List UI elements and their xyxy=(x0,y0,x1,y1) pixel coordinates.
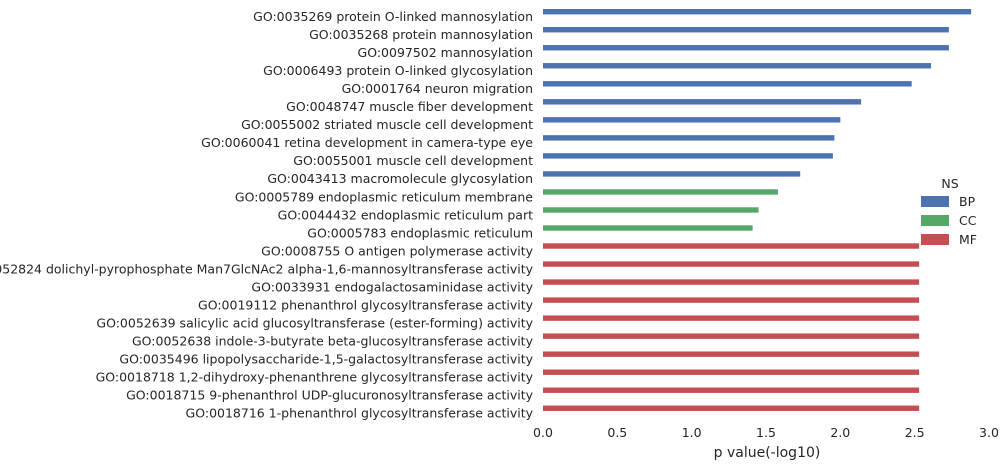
category-label: GO:0097502 mannosylation xyxy=(358,45,533,60)
bar-mf xyxy=(543,405,920,411)
legend-label: BP xyxy=(959,194,976,209)
category-label: GO:0055001 muscle cell development xyxy=(293,153,533,168)
legend-title: NS xyxy=(941,176,958,191)
bar-bp xyxy=(543,27,949,33)
bar-mf xyxy=(543,315,920,321)
x-tick-label: 1.5 xyxy=(756,425,776,440)
bar-cc xyxy=(543,225,753,231)
x-axis-label: p value(-log10) xyxy=(714,445,821,461)
bar-mf xyxy=(543,243,920,249)
bar-mf xyxy=(543,261,920,267)
category-labels: GO:0035269 protein O-linked mannosylatio… xyxy=(0,9,534,421)
bar-mf xyxy=(543,369,920,375)
category-label: GO:0019112 phenanthrol glycosyltransfera… xyxy=(198,297,534,312)
bar-bp xyxy=(543,63,932,69)
legend-swatch-cc xyxy=(921,215,949,226)
category-label: GO:0048747 muscle fiber development xyxy=(286,99,533,114)
bar-bp xyxy=(543,45,949,51)
category-label: GO:0055002 striated muscle cell developm… xyxy=(241,117,533,132)
bar-bp xyxy=(543,99,862,105)
x-tick-label: 1.0 xyxy=(682,425,702,440)
bar-bp xyxy=(543,81,912,87)
legend-swatch-bp xyxy=(921,196,949,207)
category-label: GO:0005789 endoplasmic reticulum membran… xyxy=(235,189,533,204)
category-label: GO:0052639 salicylic acid glucosyltransf… xyxy=(96,315,533,330)
x-tick-label: 0.5 xyxy=(607,425,627,440)
category-label: GO:0018718 1,2-dihydroxy-phenanthrene gl… xyxy=(96,370,534,385)
category-label: GO:0005783 endoplasmic reticulum xyxy=(307,225,533,240)
bar-mf xyxy=(543,279,920,285)
bar-cc xyxy=(543,207,759,213)
category-label: GO:0001764 neuron migration xyxy=(342,81,533,96)
category-label: GO:0052638 indole-3-butyrate beta-glucos… xyxy=(132,333,534,348)
x-tick-label: 0.0 xyxy=(533,425,553,440)
category-label: GO:0033931 endogalactosaminidase activit… xyxy=(251,279,533,294)
bar-bp xyxy=(543,9,972,15)
category-label: GO:0035268 protein mannosylation xyxy=(309,27,533,42)
bar-bp xyxy=(543,117,841,123)
category-label: GO:0035269 protein O-linked mannosylatio… xyxy=(253,9,533,24)
bar-cc xyxy=(543,189,778,195)
bar-bp xyxy=(543,153,833,159)
legend-swatch-mf xyxy=(921,234,949,245)
bar-mf xyxy=(543,387,920,393)
x-tick-label: 3.0 xyxy=(979,425,999,440)
bar-mf xyxy=(543,351,920,357)
legend-label: CC xyxy=(959,213,977,228)
legend-label: MF xyxy=(959,232,977,247)
category-label: GO:0006493 protein O-linked glycosylatio… xyxy=(263,63,533,78)
category-label: GO:0008755 O antigen polymerase activity xyxy=(261,243,533,258)
category-label: GO:0044432 endoplasmic reticulum part xyxy=(278,207,533,222)
bar-mf xyxy=(543,297,920,303)
category-label: GO:0018715 9-phenanthrol UDP-glucuronosy… xyxy=(126,388,533,403)
category-label: GO:0060041 retina development in camera-… xyxy=(201,135,533,150)
bars xyxy=(543,9,972,411)
category-label: GO:0035496 lipopolysaccharide-1,5-galact… xyxy=(119,351,533,366)
x-tick-label: 2.0 xyxy=(830,425,850,440)
x-tick-label: 2.5 xyxy=(905,425,925,440)
bar-bp xyxy=(543,135,835,141)
category-label: GO:0052824 dolichyl-pyrophosphate Man7Gl… xyxy=(0,261,534,276)
bar-mf xyxy=(543,333,920,339)
category-label: GO:0043413 macromolecule glycosylation xyxy=(267,171,533,186)
bar-bp xyxy=(543,171,801,177)
category-label: GO:0018716 1-phenanthrol glycosyltransfe… xyxy=(186,406,534,421)
legend: NS BP CC MF xyxy=(921,176,977,247)
x-ticks: 0.0 0.5 1.0 1.5 2.0 2.5 3.0 xyxy=(533,425,999,440)
